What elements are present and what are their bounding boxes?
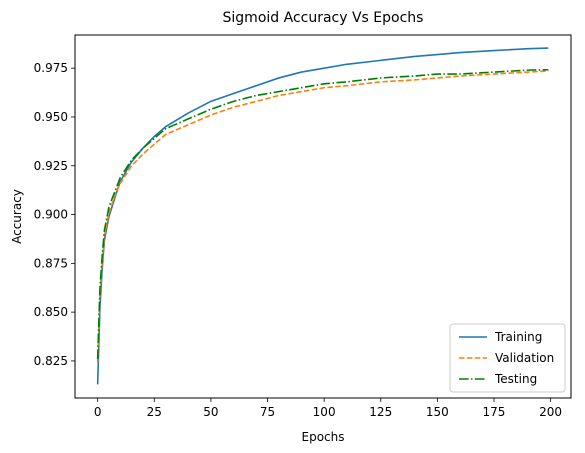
y-tick-label: 0.925: [34, 159, 68, 173]
series-line-training: [96, 47, 549, 385]
x-tick-label: 75: [260, 405, 275, 419]
y-tick-label: 0.950: [34, 110, 68, 124]
x-tick-label: 175: [483, 405, 506, 419]
axes-frame: [74, 34, 572, 399]
x-tick-label: 0: [94, 405, 102, 419]
y-tick-label: 0.850: [34, 305, 68, 319]
x-tick-label: 150: [426, 405, 449, 419]
y-tick-label: 0.975: [34, 61, 68, 75]
x-tick-label: 100: [313, 405, 336, 419]
plot-area: [74, 34, 572, 399]
legend-box: [449, 323, 566, 393]
series-line-testing: [96, 68, 549, 359]
x-tick-label: 25: [147, 405, 162, 419]
y-axis-label: Accuracy: [10, 189, 24, 244]
chart-title: Sigmoid Accuracy Vs Epochs: [223, 10, 424, 26]
legend-label: Validation: [495, 351, 554, 365]
x-axis: 0 25 50 75 100 125 150 175 200: [94, 398, 562, 419]
x-tick-label: 125: [369, 405, 392, 419]
y-tick-label: 0.875: [34, 256, 68, 270]
x-tick-label: 200: [539, 405, 562, 419]
series-line-validation: [96, 70, 549, 363]
y-axis: 0.825 0.850 0.875 0.900 0.925 0.950 0.975: [34, 61, 75, 368]
y-tick-label: 0.825: [34, 354, 68, 368]
legend-label: Testing: [494, 372, 537, 386]
legend: Training Validation Testing: [449, 323, 566, 393]
series-layer: [96, 47, 549, 385]
x-tick-label: 50: [203, 405, 218, 419]
legend-label: Training: [494, 330, 542, 344]
x-axis-label: Epochs: [302, 430, 345, 444]
y-tick-label: 0.900: [34, 208, 68, 222]
